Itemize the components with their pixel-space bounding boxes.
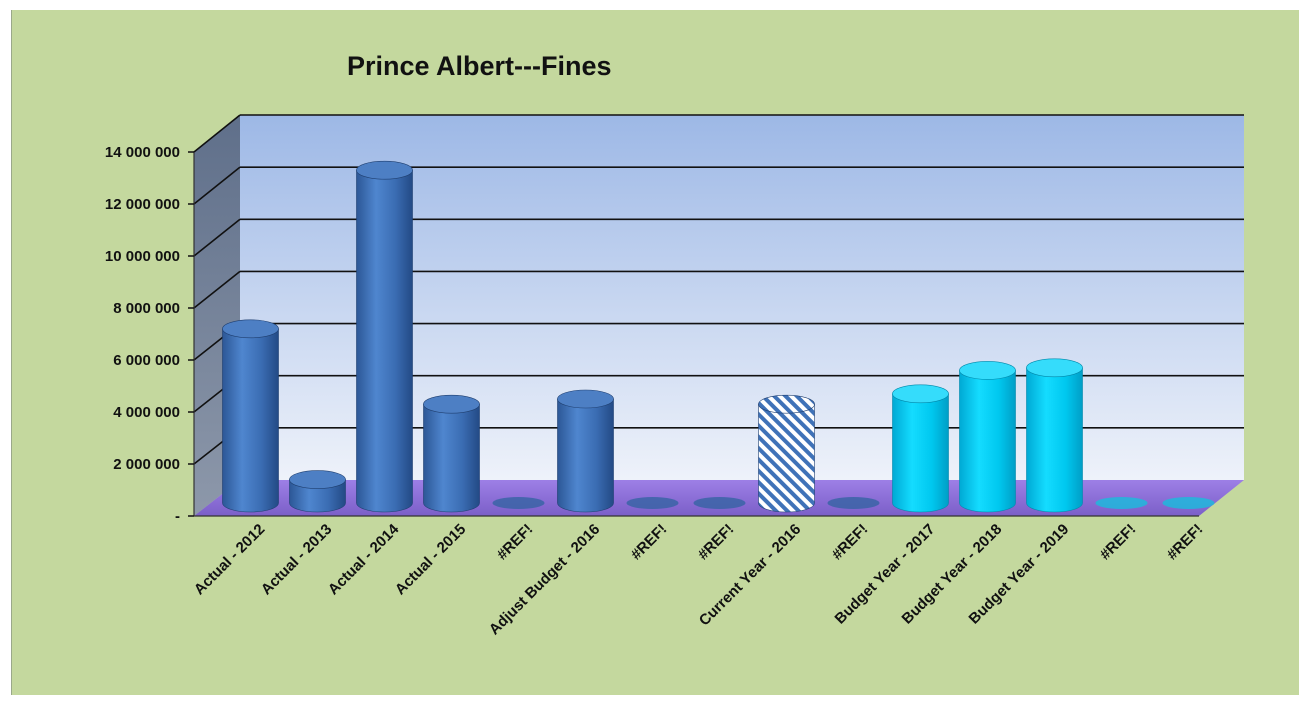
bar-body <box>356 169 413 513</box>
bar <box>1026 358 1083 513</box>
bar-top <box>423 394 480 414</box>
bar-body <box>959 370 1016 513</box>
y-tick-label: - <box>175 508 180 525</box>
bar <box>1095 497 1148 509</box>
bar-base <box>492 497 545 509</box>
bar-base <box>827 497 880 509</box>
y-tick-label: 12 000 000 <box>105 196 180 213</box>
bar-top <box>557 389 614 409</box>
bar-base <box>1095 497 1148 509</box>
x-tick-label: Actual - 2012 <box>191 521 268 598</box>
x-tick-label: Adjust Budget - 2016 <box>486 521 604 639</box>
y-tick-label: 2 000 000 <box>113 456 180 473</box>
bar-base <box>626 497 679 509</box>
bar-top <box>959 361 1016 380</box>
bar-base <box>693 497 746 509</box>
x-tick-label: #REF! <box>1164 521 1207 564</box>
chart-area: Prince Albert---Fines - 2 000 000 4 000 00… <box>11 10 1299 695</box>
gridline <box>193 166 241 205</box>
y-tick-label: 8 000 000 <box>113 300 180 317</box>
bar-top <box>1026 358 1083 378</box>
bar-top <box>356 160 413 180</box>
bar <box>758 394 815 513</box>
gridline <box>193 218 241 257</box>
bar-top <box>892 384 949 404</box>
chart-title: Prince Albert---Fines <box>347 51 612 81</box>
bar <box>222 319 279 513</box>
bar-body <box>758 403 815 513</box>
bar <box>1162 497 1215 509</box>
bar-body <box>557 398 614 513</box>
bar-chart: Prince Albert---Fines - 2 000 000 4 000 00… <box>105 51 1244 639</box>
bar-body <box>892 393 949 513</box>
x-tick-label: Actual - 2013 <box>258 521 335 598</box>
bar <box>827 497 880 509</box>
bar-body <box>1026 367 1083 513</box>
bar-body <box>222 328 279 513</box>
bar <box>626 497 679 509</box>
bar-top <box>289 470 346 489</box>
x-tick-label: Actual - 2015 <box>392 521 469 598</box>
bar <box>557 389 614 513</box>
x-tick-label: #REF! <box>494 521 537 564</box>
x-tick-label: #REF! <box>829 521 872 564</box>
y-tick-label: 4 000 000 <box>113 404 180 421</box>
bar <box>356 160 413 513</box>
y-tick-label: 6 000 000 <box>113 352 180 369</box>
bar <box>693 497 746 509</box>
gridline <box>193 270 241 309</box>
bar <box>492 497 545 509</box>
bar <box>423 394 480 513</box>
x-tick-label: #REF! <box>695 521 738 564</box>
bar <box>289 470 346 513</box>
x-tick-label: #REF! <box>628 521 671 564</box>
bar-top <box>758 394 815 414</box>
bar-base <box>1162 497 1215 509</box>
bar <box>892 384 949 513</box>
y-tick-label: 14 000 000 <box>105 144 180 161</box>
bar-body <box>423 403 480 513</box>
x-tick-label: #REF! <box>1097 521 1140 564</box>
gridline <box>193 114 241 153</box>
bar-top <box>222 319 279 339</box>
y-tick-label: 10 000 000 <box>105 248 180 265</box>
bar <box>959 361 1016 513</box>
